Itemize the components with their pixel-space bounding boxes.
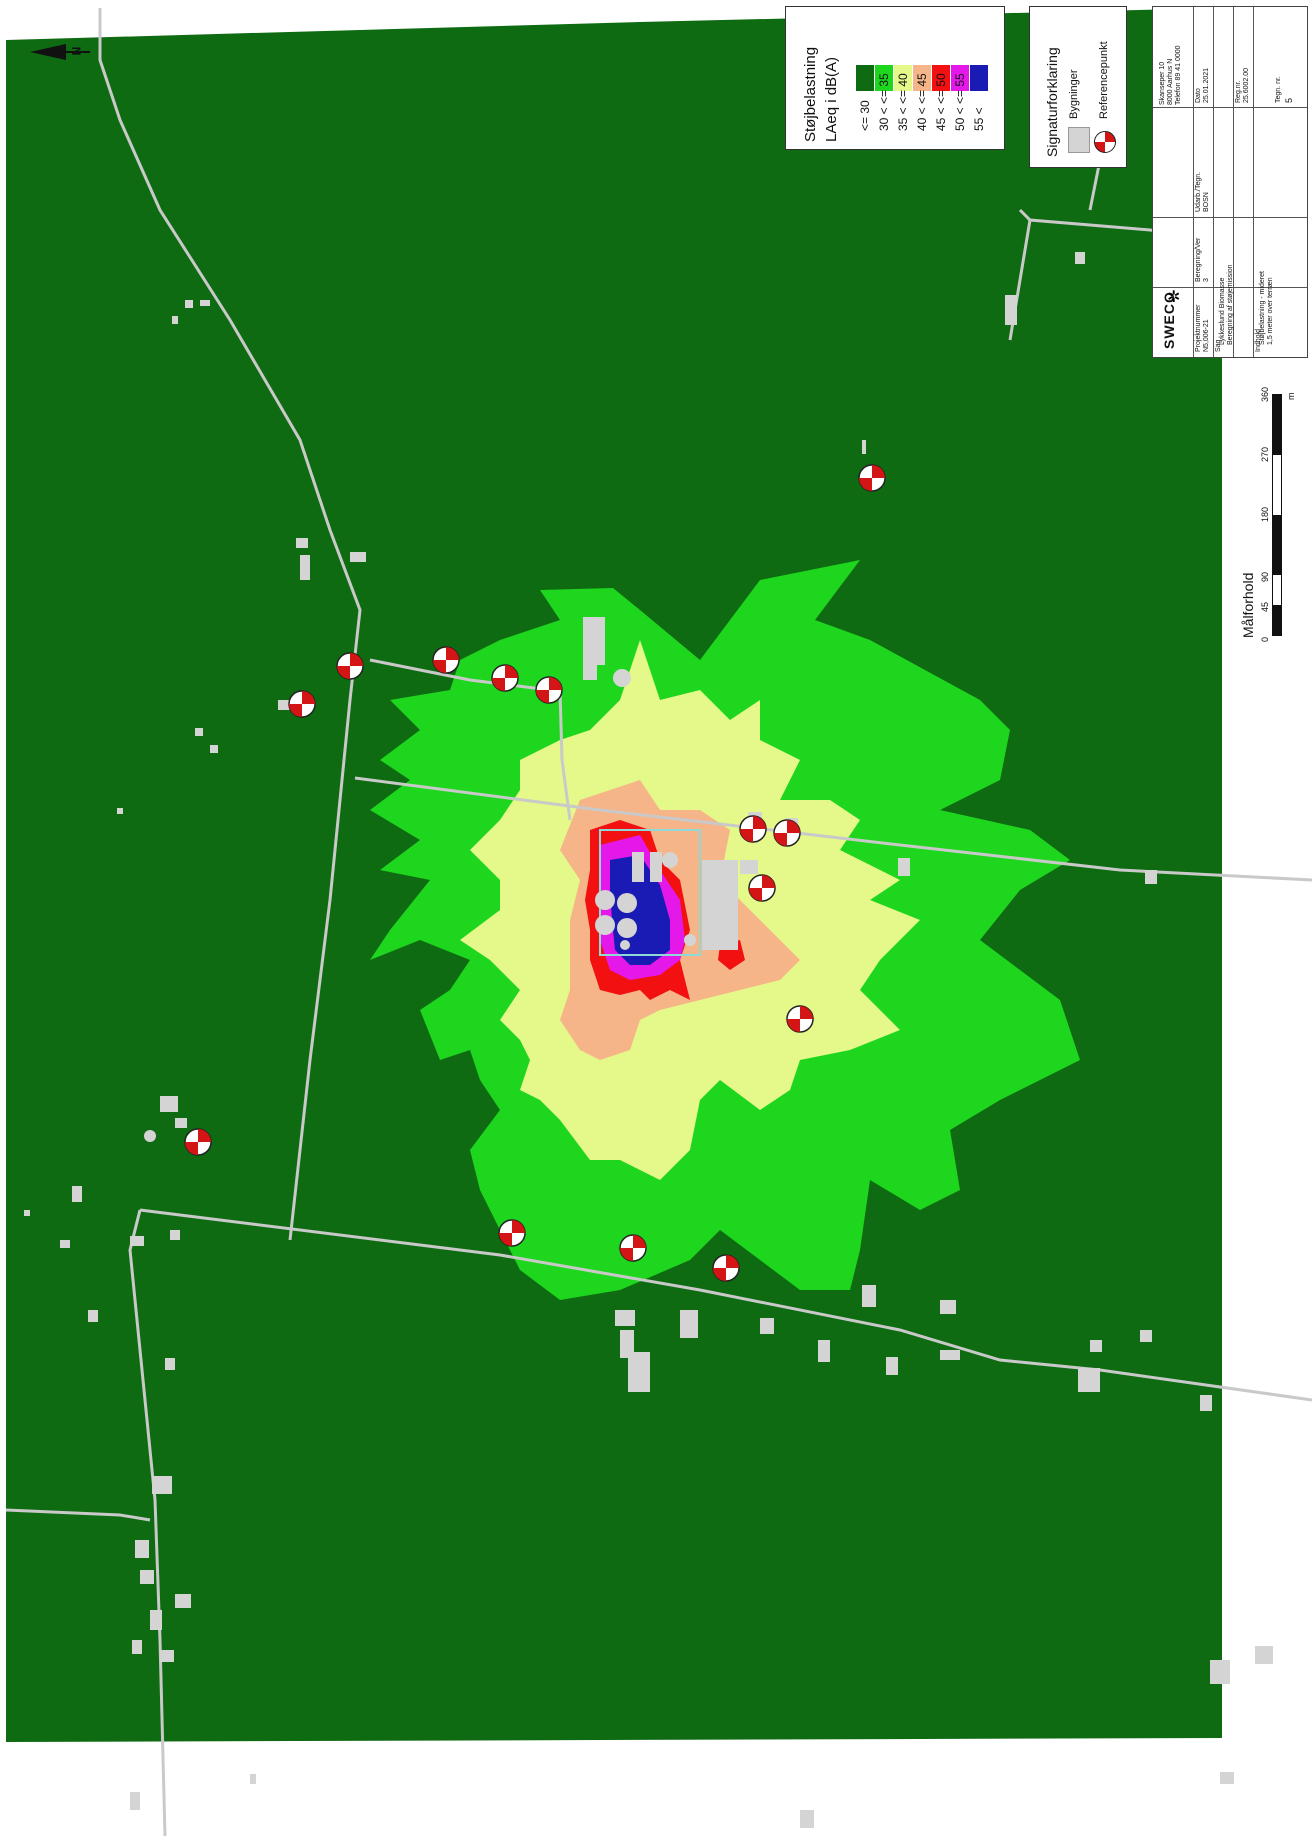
scale-title: Målforhold	[1240, 572, 1256, 638]
legend-swatch	[932, 65, 950, 91]
project-no-label: Projektnummer	[1195, 304, 1202, 352]
legend-title-line2: LAeq i dB(A)	[823, 56, 840, 142]
drawn: BOSN	[1203, 192, 1210, 212]
reference-point-icon	[535, 676, 563, 704]
case-text: Lykkeslund Biomasse Beregning af støjemi…	[1219, 264, 1234, 345]
reference-point-icon	[739, 815, 767, 843]
ref: 25.6002.00	[1243, 67, 1250, 103]
reference-point-icon	[773, 819, 801, 847]
scale-tick-label: 90	[1260, 571, 1270, 582]
reference-point-label: Referencepunkt	[1098, 41, 1110, 119]
scale-tick-label: 270	[1260, 446, 1270, 462]
legend-label: 45 < <= 50	[934, 73, 948, 131]
date-label: Dato	[1195, 88, 1202, 103]
reference-point-icon	[336, 652, 364, 680]
legend-swatch	[970, 65, 988, 91]
drawn-label: Udarb./Tegn.	[1195, 171, 1202, 212]
legend-swatch	[894, 65, 912, 91]
version: 3	[1203, 278, 1210, 282]
version-label: Beregning/Ver	[1195, 237, 1202, 282]
legend-label: 40 < <= 45	[915, 73, 929, 131]
scale-tick-label: 45	[1260, 601, 1270, 612]
reference-point-icon	[491, 664, 519, 692]
legend-swatch	[856, 65, 874, 91]
scattered-buildings	[24, 252, 1273, 1828]
ref-label: Reg.nr.	[1235, 80, 1242, 103]
date: 25.01.2021	[1203, 67, 1210, 103]
legend-swatch	[951, 65, 969, 91]
reference-point-icon	[432, 646, 460, 674]
scale-bar: Målforhold 0 45 90 180 270 360 m	[1236, 386, 1300, 648]
reference-point-icon	[1094, 131, 1116, 153]
reference-points	[184, 464, 886, 1282]
company-address: Skanseper 10 8000 Aarhus N Telefon 89 41…	[1159, 45, 1182, 105]
reference-point-icon	[184, 1128, 212, 1156]
legend-label: 35 < <= 40	[896, 73, 910, 131]
reference-point-icon	[858, 464, 886, 492]
title-block: SWECO ✲ Skanseper 10 8000 Aarhus N Telef…	[1152, 6, 1308, 358]
legend-label: 50 < <= 55	[953, 73, 967, 131]
reference-point-icon	[619, 1234, 647, 1262]
project-no: N5,006-21	[1203, 319, 1210, 352]
reference-point-icon	[498, 1219, 526, 1247]
signature-legend: Signaturforklaring Bygninger Referencepu…	[1029, 6, 1127, 168]
scale-tick-label: 0	[1260, 636, 1270, 642]
sweco-star-icon: ✲	[1167, 289, 1181, 306]
reference-point-icon	[288, 690, 316, 718]
scale-tick-label: 180	[1260, 506, 1270, 522]
reference-point-icon	[786, 1005, 814, 1033]
building-swatch	[1068, 127, 1090, 153]
drawing-no-label: Tegn. nr.	[1275, 76, 1282, 103]
scale-bar-segments	[1272, 394, 1282, 636]
legend-label: 55 <	[972, 107, 986, 131]
scale-unit: m	[1286, 392, 1296, 401]
north-arrow-icon	[30, 44, 90, 60]
legend-swatch	[875, 65, 893, 91]
signature-title: Signaturforklaring	[1044, 47, 1060, 157]
reference-point-icon	[748, 874, 776, 902]
legend-label: <= 30	[858, 100, 872, 131]
north-label: N	[69, 46, 84, 56]
buildings-label: Bygninger	[1068, 69, 1080, 119]
content-text: Støjbelastning - mideret 1,5 meter over …	[1259, 271, 1274, 345]
legend-swatch	[913, 65, 931, 91]
legend-title-line1: Støjbelastning	[802, 46, 819, 142]
plant-buildings	[583, 617, 758, 956]
noise-legend: Støjbelastning LAeq i dB(A) <= 30 30 < <=…	[785, 6, 1005, 150]
reference-point-icon	[712, 1254, 740, 1282]
legend-label: 30 < <= 35	[877, 73, 891, 131]
scale-tick-label: 360	[1260, 386, 1270, 402]
drawing-no: 5	[1284, 97, 1294, 103]
